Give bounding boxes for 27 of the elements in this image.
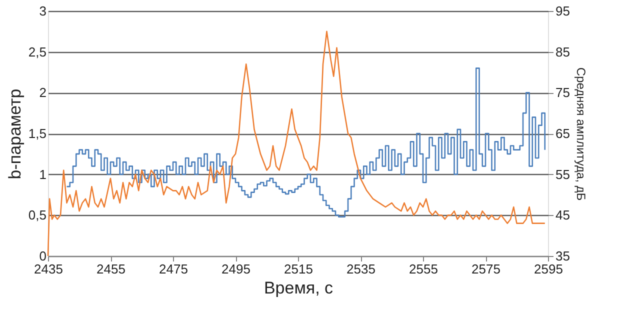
x-tick-label: 2475 (159, 262, 188, 276)
y-tick-label: 0,5 (28, 208, 46, 223)
y2-tick-label: 95 (556, 4, 570, 18)
y-tick-label: 1,5 (28, 126, 46, 141)
y-tick-label: 1 (39, 166, 46, 182)
y-tick-label: 2,5 (28, 44, 46, 60)
y-tick-label: 2 (39, 85, 46, 100)
y2-axis-title: Средняя амплитуда, дБ (574, 67, 588, 201)
x-tick-label: 2575 (472, 262, 500, 276)
y2-tick-label: 35 (556, 248, 570, 264)
x-tick-label: 2535 (346, 262, 376, 276)
y2-tick-label: 45 (556, 208, 570, 223)
y-tick-label: 3 (39, 4, 46, 18)
x-tick-label: 2455 (96, 262, 126, 276)
x-tick-label: 2595 (534, 262, 563, 276)
y2-tick-label: 75 (556, 85, 570, 100)
x-tick-label: 2515 (284, 262, 313, 276)
x-axis-title: Время, с (264, 278, 334, 298)
x-tick-label: 2495 (222, 262, 250, 276)
y2-tick-label: 65 (556, 126, 570, 141)
x-tick-label: 2555 (409, 262, 438, 276)
line-series (47, 30, 546, 257)
y-axis-title: b-параметр (5, 88, 24, 180)
y2-tick-label: 55 (556, 166, 570, 182)
y-tick-label: 0 (39, 248, 46, 264)
y2-tick-label: 85 (556, 44, 570, 60)
x-tick-label: 2435 (34, 262, 63, 276)
